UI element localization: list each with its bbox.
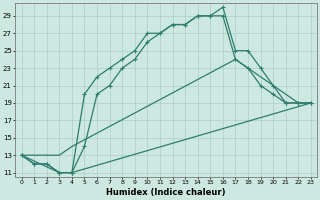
X-axis label: Humidex (Indice chaleur): Humidex (Indice chaleur) [107, 188, 226, 197]
